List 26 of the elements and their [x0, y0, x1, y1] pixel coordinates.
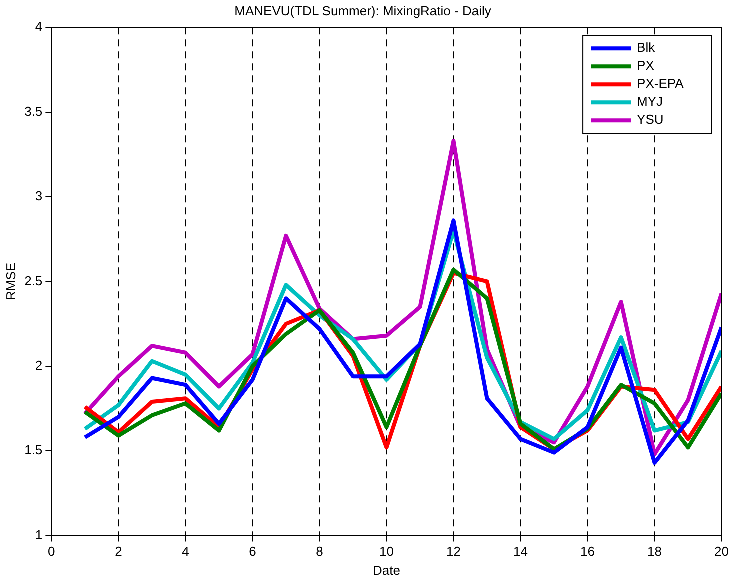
- x-tick-label: 8: [316, 544, 324, 560]
- x-tick-label: 14: [514, 544, 528, 560]
- y-tick-label: 3.5: [24, 104, 43, 119]
- y-tick-label: 1.5: [24, 442, 43, 458]
- y-tick-label: 4: [35, 19, 43, 34]
- y-tick-label: 2.5: [24, 273, 43, 288]
- x-tick-label: 0: [48, 544, 56, 560]
- legend-label: YSU: [637, 112, 664, 128]
- x-tick-label: 6: [249, 544, 256, 560]
- x-tick-label: 4: [182, 544, 190, 560]
- y-tick-label: 1: [35, 527, 43, 542]
- y-tick-label: 2: [35, 358, 43, 373]
- legend-label: PX: [637, 58, 655, 74]
- x-tick-label: 20: [714, 544, 730, 560]
- y-axis-title: RMSE: [3, 262, 18, 300]
- x-tick-label: 16: [580, 544, 595, 560]
- chart-title: MANEVU(TDL Summer): MixingRatio - Daily: [234, 3, 492, 18]
- x-tick-label: 12: [446, 544, 461, 560]
- legend-label: Blk: [637, 40, 656, 56]
- x-tick-label: 2: [115, 544, 122, 560]
- x-tick-label: 10: [379, 544, 394, 560]
- y-tick-label: 3: [35, 188, 43, 204]
- x-tick-label: 18: [648, 544, 662, 560]
- legend-label: PX-EPA: [637, 76, 684, 92]
- legend-label: MYJ: [637, 94, 664, 110]
- x-axis-title: Date: [372, 562, 400, 578]
